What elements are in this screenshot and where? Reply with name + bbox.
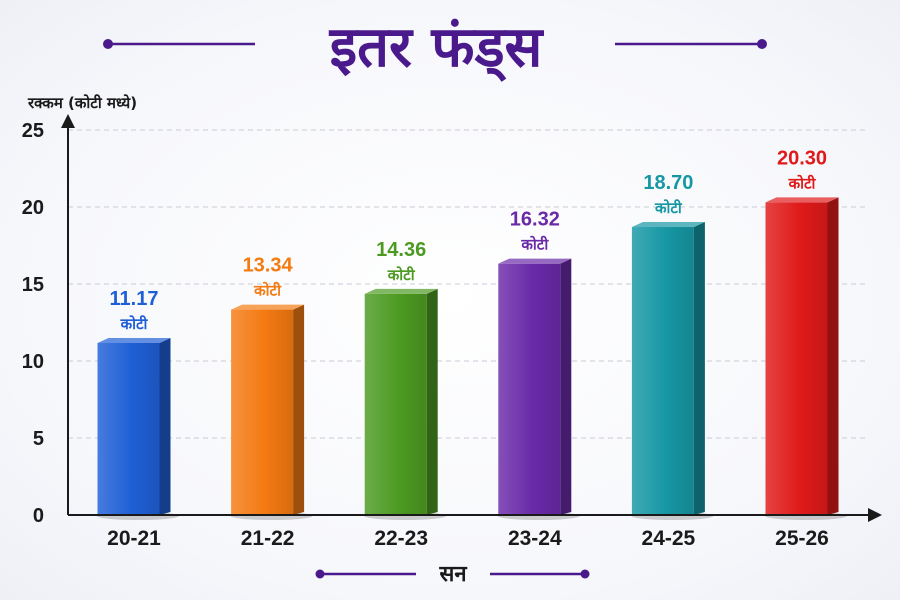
x-axis [68, 508, 882, 522]
bar-front [97, 342, 160, 515]
bars: 11.17 कोटी 13.34 कोटी 14.36 कोटी 16.32 कोटी 18.7… [97, 147, 847, 520]
bar-top [498, 258, 572, 264]
y-axis-label: रक्कम (कोटी मध्ये) [27, 94, 137, 112]
x-tick-24-25: 24-25 [642, 527, 696, 550]
x-tick-20-21: 20-21 [107, 527, 161, 550]
unit-label-25-26: कोटी [788, 174, 817, 192]
unit-label-21-22: कोटी [253, 282, 282, 300]
x-label-decoration-right [490, 569, 590, 579]
bar-top [97, 337, 171, 343]
y-tick-25: 25 [22, 120, 44, 142]
title-decoration-right [615, 39, 767, 49]
y-tick-20: 20 [22, 197, 44, 219]
bar-20-21 [97, 337, 179, 520]
bar-side [293, 304, 305, 515]
x-tick-25-26: 25-26 [775, 527, 829, 550]
bar-24-25 [631, 222, 714, 520]
y-tick-0: 0 [33, 505, 44, 527]
x-tick-22-23: 22-23 [374, 527, 428, 550]
bar-front [231, 309, 294, 515]
bar-25-26 [765, 197, 847, 520]
chart-title: इतर फंड्स [329, 15, 545, 83]
bar-side [560, 258, 572, 515]
title-decoration-left [103, 39, 255, 49]
y-tick-10: 10 [22, 351, 44, 373]
value-label-20-21: 11.17 [110, 288, 159, 310]
value-label-25-26: 20.30 [777, 147, 827, 169]
unit-label-24-25: कोटी [654, 199, 683, 217]
value-label-23-24: 16.32 [510, 209, 560, 231]
y-tick-labels: 0 5 10 15 20 25 [22, 120, 44, 527]
bar-front [364, 293, 427, 515]
bar-23-24 [497, 258, 580, 520]
bar-top [364, 288, 438, 294]
bar-top [765, 197, 839, 203]
y-axis [61, 114, 75, 515]
unit-label-22-23: कोटी [387, 266, 416, 284]
y-tick-5: 5 [33, 428, 44, 450]
bar-21-22 [230, 304, 313, 520]
value-label-22-23: 14.36 [376, 239, 426, 261]
x-tick-labels: 20-21 21-22 22-23 23-24 24-25 25-26 [107, 527, 829, 550]
bar-side [827, 197, 839, 515]
x-axis-label: सन [438, 562, 467, 587]
x-tick-23-24: 23-24 [508, 527, 562, 550]
bar-top [231, 304, 305, 310]
bar-front [765, 202, 828, 515]
value-label-24-25: 18.70 [643, 172, 693, 194]
unit-label-20-21: कोटी [120, 315, 149, 333]
value-label-21-22: 13.34 [243, 255, 294, 277]
x-label-decoration-left [315, 569, 416, 579]
unit-label-23-24: कोटी [520, 236, 549, 254]
bar-side [693, 222, 705, 515]
bar-top [631, 222, 705, 228]
x-tick-21-22: 21-22 [241, 527, 295, 550]
bar-side [426, 288, 438, 515]
bar-front [498, 263, 561, 515]
bar-front [631, 227, 694, 515]
bar-side [159, 337, 171, 515]
y-tick-15: 15 [22, 274, 44, 296]
gridlines [68, 129, 868, 439]
bar-22-23 [364, 288, 447, 520]
